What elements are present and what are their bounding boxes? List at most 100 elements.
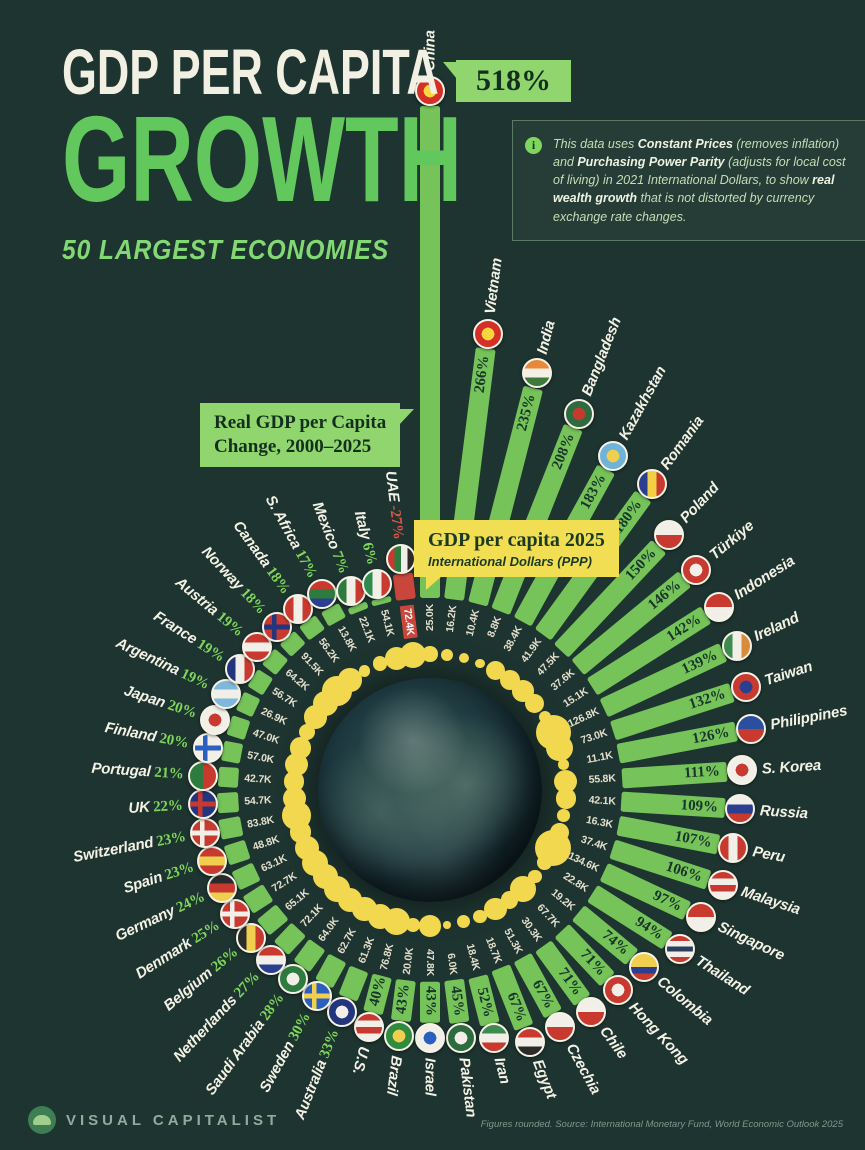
- growth-pct-uae: -27%: [385, 500, 407, 541]
- gdp-value-indonesia: 15.1K: [561, 685, 591, 710]
- country-name-germany: Germany: [112, 902, 178, 945]
- gdp-dot-taiwan: [546, 734, 573, 762]
- flag-russia: [724, 794, 755, 825]
- methodology-note-text: This data uses Constant Prices (removes …: [553, 137, 846, 224]
- country-label-chile: Chile: [596, 1023, 631, 1062]
- info-icon: i: [525, 137, 542, 154]
- gdp2025-callout-title: GDP per capita 2025: [428, 529, 605, 551]
- gdp-value-ireland: 126.8K: [566, 705, 601, 731]
- country-name-norway: Norway: [198, 543, 247, 594]
- flag-taiwan: [731, 672, 762, 703]
- flag-mexico: [336, 576, 367, 607]
- flag-saudi-arabia: [277, 963, 308, 994]
- flag-japan: [200, 705, 231, 736]
- country-label-malaysia: Malaysia: [739, 883, 802, 918]
- country-name-colombia: Colombia: [653, 972, 716, 1029]
- country-name-u-s: U.S.: [348, 1044, 373, 1077]
- growth-bar-finland: [220, 740, 244, 764]
- gdp-dot-russia: [555, 788, 576, 809]
- growth-bar-uk: [216, 792, 239, 814]
- flag-kazakhstan: [598, 441, 629, 472]
- growth-pct-s-korea: 111%: [683, 763, 721, 782]
- gdp-value-kazakhstan: 38.4K: [501, 624, 525, 654]
- flag-bangladesh: [563, 398, 594, 429]
- growth-pct-mexico: 7%: [327, 545, 352, 576]
- gdp-dot-s-africa: [358, 665, 371, 677]
- growth-pct-saudi-arabia: 28%: [255, 990, 288, 1027]
- gdp-value-philippines: 11.1K: [585, 749, 614, 766]
- gdp-value-china: 25.0K: [424, 604, 436, 632]
- country-name-france: France: [150, 607, 201, 648]
- flag-pakistan: [446, 1022, 477, 1053]
- title-block: GDP PER CAPITA GROWTH 50 LARGEST ECONOMI…: [62, 40, 618, 266]
- gdp-value-germany: 63.1K: [259, 852, 289, 875]
- country-name-egypt: Egypt: [529, 1057, 560, 1102]
- country-label-t-rkiye: Türkiye: [706, 517, 757, 563]
- country-label-russia: Russia: [759, 802, 808, 822]
- country-name-poland: Poland: [676, 479, 723, 527]
- gdp-value-russia: 42.1K: [588, 793, 617, 808]
- gdp-dot-czechia: [484, 898, 507, 921]
- growth-pct-australia: 33%: [315, 1027, 343, 1064]
- flag-thailand: [665, 933, 696, 964]
- gdp-value-norway: 91.5K: [298, 650, 326, 679]
- gdp-dot-japan: [290, 737, 312, 759]
- country-label-italy: Italy 6%: [350, 509, 381, 566]
- gdp-value-netherlands: 72.1K: [298, 901, 326, 930]
- flag-hong-kong: [602, 975, 633, 1006]
- growth-pct-finland: 20%: [154, 729, 190, 752]
- growth-pct-japan: 20%: [162, 696, 199, 722]
- gdp-dot-philippines: [558, 759, 569, 770]
- country-name-malaysia: Malaysia: [739, 883, 803, 919]
- country-name-s-africa: S. Africa: [261, 492, 305, 552]
- gdp-dot-thailand: [537, 855, 553, 871]
- flag-germany: [207, 872, 238, 903]
- country-name-czechia: Czechia: [562, 1040, 605, 1098]
- country-name-russia: Russia: [759, 802, 809, 823]
- gdp-value-uae: 72.4K: [399, 604, 418, 640]
- gdp-value-denmark: 72.7K: [269, 870, 299, 895]
- flag-spain: [197, 845, 228, 876]
- country-name-taiwan: Taiwan: [762, 657, 815, 690]
- growth-pct-switzerland: 23%: [151, 828, 188, 851]
- growth-pct-s-africa: 17%: [289, 544, 320, 581]
- change-callout-line2: Change, 2000–2025: [214, 435, 372, 457]
- flag-india: [521, 358, 552, 389]
- flag-denmark: [220, 898, 251, 929]
- country-name-canada: Canada: [229, 517, 275, 571]
- change-callout-line1: Real GDP per Capita: [214, 412, 387, 433]
- growth-pct-russia: 109%: [680, 797, 719, 816]
- visual-capitalist-logo-text: VISUAL CAPITALIST: [66, 1111, 281, 1129]
- gdp-dot-uae: [399, 641, 427, 669]
- country-name-s-korea: S. Korea: [761, 756, 822, 778]
- country-label-bangladesh: Bangladesh: [578, 315, 624, 398]
- gdp-dot-israel: [419, 915, 441, 937]
- country-label-uk: UK 22%: [128, 797, 183, 818]
- growth-bar-switzerland: [218, 816, 244, 840]
- country-label-israel: Israel: [422, 1058, 439, 1096]
- growth-pct-netherlands: 27%: [228, 968, 263, 1004]
- country-name-philippines: Philippines: [768, 702, 849, 734]
- flag-u-s: [354, 1012, 385, 1043]
- country-label-colombia: Colombia: [654, 973, 716, 1029]
- country-label-philippines: Philippines: [769, 702, 849, 733]
- country-label-romania: Romania: [657, 413, 707, 473]
- gdp2025-callout-subtitle: International Dollars (PPP): [428, 554, 592, 569]
- country-label-kazakhstan: Kazakhstan: [616, 363, 670, 442]
- growth-bar-portugal: [217, 766, 239, 788]
- country-name-finland: Finland: [103, 719, 158, 746]
- country-name-india: India: [533, 318, 559, 357]
- china-pct-callout: 518%: [443, 60, 571, 102]
- country-label-iran: Iran: [491, 1056, 514, 1086]
- country-label-spain: Spain 23%: [121, 858, 196, 898]
- gdp-value-t-rkiye: 37.6K: [548, 666, 578, 694]
- country-name-austria: Austria: [171, 573, 222, 619]
- gdp-dot-mexico: [372, 656, 388, 671]
- country-name-t-rkiye: Türkiye: [706, 517, 758, 564]
- growth-pct-portugal: 21%: [150, 764, 185, 783]
- country-name-chile: Chile: [596, 1023, 631, 1063]
- flag-switzerland: [190, 817, 221, 848]
- flag-egypt: [514, 1026, 545, 1057]
- country-label-egypt: Egypt: [529, 1057, 560, 1101]
- flag-czechia: [545, 1012, 576, 1043]
